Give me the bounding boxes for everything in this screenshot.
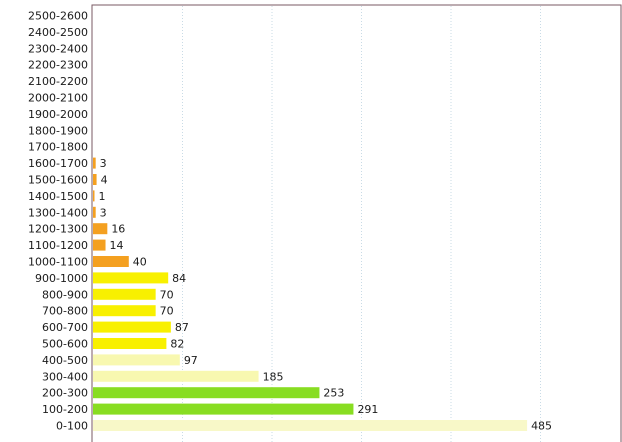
value-label: 3: [100, 157, 107, 170]
category-label: 1800-1900: [28, 124, 88, 137]
category-label: 400-500: [42, 354, 88, 367]
gridlines: [182, 6, 541, 442]
category-label: 2100-2200: [28, 75, 88, 88]
category-label: 600-700: [42, 321, 88, 334]
bar: [93, 321, 171, 333]
value-label: 14: [110, 239, 124, 252]
value-label: 82: [170, 338, 184, 351]
category-label: 2300-2400: [28, 42, 88, 55]
bar: [93, 256, 129, 267]
bar: [93, 190, 95, 202]
bar: [93, 403, 354, 415]
category-label: 200-300: [42, 387, 88, 400]
category-label: 900-1000: [35, 272, 88, 285]
value-label: 291: [357, 403, 378, 416]
category-label: 0-100: [56, 420, 88, 433]
category-label: 500-600: [42, 338, 88, 351]
bar: [93, 206, 96, 218]
category-label: 300-400: [42, 370, 88, 383]
category-label: 800-900: [42, 288, 88, 301]
category-label: 2500-2600: [28, 10, 88, 23]
bar: [93, 223, 108, 235]
category-labels: 0-100 100-200 200-300 300-400 400-500 500-600…: [28, 10, 88, 433]
category-label: 1100-1200: [28, 239, 88, 252]
category-label: 2400-2500: [28, 26, 88, 39]
category-label: 1200-1300: [28, 223, 88, 236]
value-label: 253: [323, 387, 344, 400]
category-label: 1400-1500: [28, 190, 88, 203]
value-label: 1: [99, 190, 106, 203]
value-label: 40: [133, 256, 147, 269]
bar: [93, 288, 156, 300]
value-label: 84: [172, 272, 186, 285]
category-label: 1700-1800: [28, 141, 88, 154]
bar: [93, 387, 320, 399]
category-label: 2200-2300: [28, 59, 88, 72]
category-label: 1000-1100: [28, 256, 88, 269]
bar: [93, 354, 180, 366]
category-label: 1500-1600: [28, 174, 88, 187]
category-label: 1600-1700: [28, 157, 88, 170]
plot-frame: [91, 4, 622, 442]
bar: [93, 157, 96, 169]
value-label: 70: [160, 305, 174, 318]
bar: [93, 420, 528, 431]
category-label: 100-200: [42, 403, 88, 416]
value-label: 185: [263, 370, 284, 383]
bar: [93, 305, 156, 317]
category-label: 1900-2000: [28, 108, 88, 121]
bars: [93, 157, 528, 431]
value-label: 70: [160, 288, 174, 301]
value-label: 3: [100, 206, 107, 219]
value-label: 87: [175, 321, 189, 334]
value-label: 4: [101, 174, 108, 187]
category-label: 700-800: [42, 305, 88, 318]
value-label: 485: [531, 420, 552, 433]
value-label: 97: [184, 354, 198, 367]
bar: [93, 239, 106, 251]
bar: [93, 174, 97, 185]
category-label: 1300-1400: [28, 206, 88, 219]
bar: [93, 272, 169, 284]
bar: [93, 370, 259, 382]
value-label: 16: [111, 223, 125, 236]
bar: [93, 338, 167, 349]
category-label: 2000-2100: [28, 92, 88, 105]
